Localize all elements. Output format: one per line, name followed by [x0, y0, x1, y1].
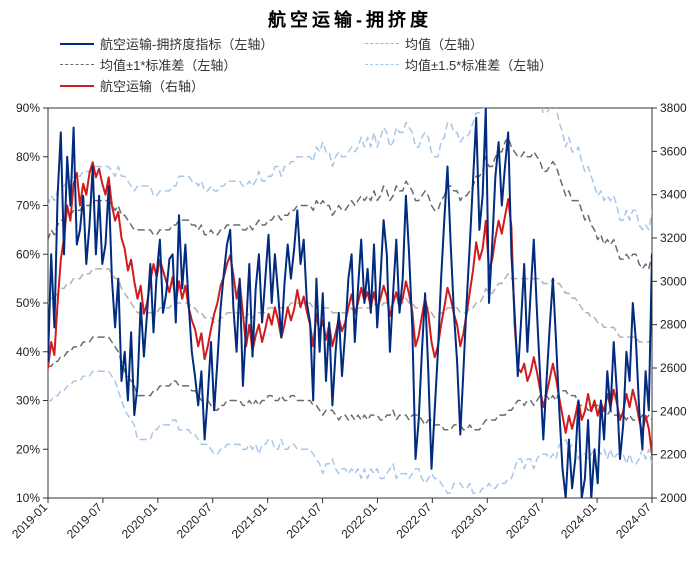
x-tick-label: 2024-07	[613, 500, 654, 541]
yright-tick-label: 3800	[660, 101, 687, 115]
x-tick-label: 2020-01	[119, 500, 160, 541]
yright-tick-label: 3600	[660, 144, 687, 158]
yright-tick-label: 2000	[660, 491, 687, 505]
yleft-tick-label: 40%	[16, 345, 40, 359]
x-tick-label: 2019-01	[9, 500, 50, 541]
yright-tick-label: 2400	[660, 404, 687, 418]
chart-plot: 10%20%30%40%50%60%70%80%90%2000220024002…	[0, 0, 700, 562]
x-tick-label: 2019-07	[64, 500, 105, 541]
series-mean	[48, 269, 652, 342]
yleft-tick-label: 20%	[16, 442, 40, 456]
x-tick-label: 2022-07	[393, 500, 434, 541]
yright-tick-label: 2600	[660, 361, 687, 375]
x-tick-label: 2023-01	[448, 500, 489, 541]
air-transport-congestion-chart: 航空运输-拥挤度 航空运输-拥挤度指标（左轴）均值（左轴）均值±1*标准差（左轴…	[0, 0, 700, 562]
x-tick-label: 2021-07	[284, 500, 325, 541]
yleft-tick-label: 60%	[16, 247, 40, 261]
x-tick-label: 2024-01	[558, 500, 599, 541]
x-tick-label: 2022-01	[339, 500, 380, 541]
series-price	[48, 162, 652, 455]
x-tick-label: 2020-07	[174, 500, 215, 541]
yright-tick-label: 3400	[660, 188, 687, 202]
yright-tick-label: 2200	[660, 448, 687, 462]
x-tick-label: 2023-07	[503, 500, 544, 541]
yright-tick-label: 3200	[660, 231, 687, 245]
series-sd_plus15	[48, 69, 652, 230]
yright-tick-label: 3000	[660, 274, 687, 288]
yleft-tick-label: 50%	[16, 296, 40, 310]
yleft-tick-label: 90%	[16, 101, 40, 115]
yright-tick-label: 2800	[660, 318, 687, 332]
yleft-tick-label: 80%	[16, 150, 40, 164]
series-sd_plus1	[48, 137, 652, 269]
x-tick-label: 2021-01	[229, 500, 270, 541]
yleft-tick-label: 30%	[16, 394, 40, 408]
yleft-tick-label: 70%	[16, 199, 40, 213]
